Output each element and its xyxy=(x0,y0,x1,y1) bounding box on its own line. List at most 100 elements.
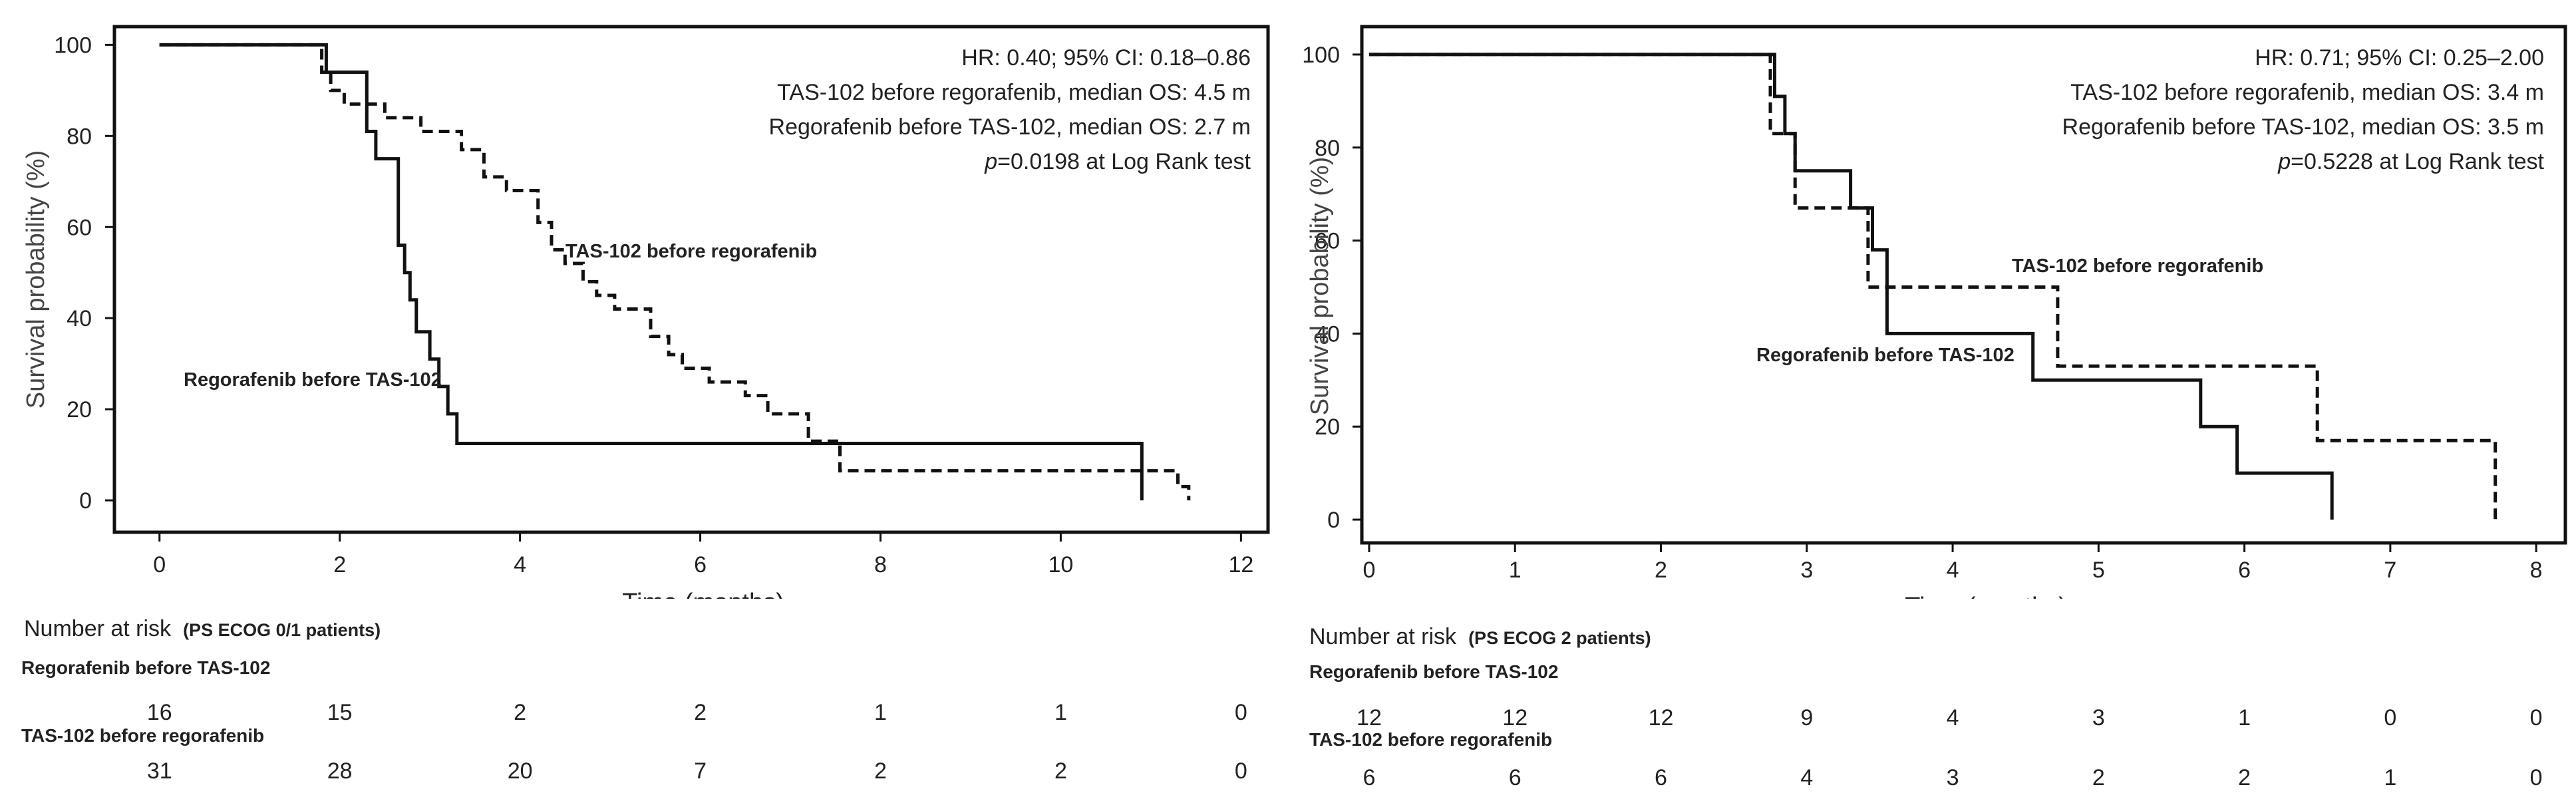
curve-label-tas-first: TAS-102 before regorafenib xyxy=(2012,255,2263,277)
curve-label-rego-first: Regorafenib before TAS-102 xyxy=(184,369,442,391)
risk-count: 7 xyxy=(694,758,707,784)
pvalue-text: =0.0198 at Log Rank test xyxy=(997,149,1251,174)
y-tick-label: 0 xyxy=(1327,508,1340,533)
risk-count: 3 xyxy=(1946,765,1959,790)
risk-count: 4 xyxy=(1800,765,1814,790)
pvalue-label: p xyxy=(984,149,997,174)
x-tick-label: 5 xyxy=(2092,558,2105,583)
x-tick-label: 1 xyxy=(1509,558,1522,583)
risk-count: 9 xyxy=(1800,705,1814,730)
hr-annotation: HR: 0.40; 95% CI: 0.18–0.86 xyxy=(961,45,1251,71)
y-tick-label: 20 xyxy=(67,397,92,422)
y-tick-label: 80 xyxy=(67,124,92,149)
risk-count: 1 xyxy=(2384,765,2397,790)
median-os-tas-annotation: TAS-102 before regorafenib, median OS: 3… xyxy=(2070,80,2544,105)
curve-regorafenib-before-tas xyxy=(159,43,1144,501)
curve-label-rego-first: Regorafenib before TAS-102 xyxy=(1756,345,2014,366)
risk-row-label-tas: TAS-102 before regorafenib xyxy=(21,725,265,746)
survival-curves xyxy=(159,43,1191,501)
risk-count: 0 xyxy=(1234,758,1247,784)
risk-table-title: Number at risk (PS ECOG 2 patients) xyxy=(1309,624,1651,650)
hr-annotation: HR: 0.71; 95% CI: 0.25–2.00 xyxy=(2255,45,2544,71)
risk-count: 2 xyxy=(2238,765,2251,790)
plot-frame xyxy=(1360,25,2567,545)
pvalue-annotation: p=0.0198 at Log Rank test xyxy=(984,149,1251,174)
y-tick-label: 20 xyxy=(1315,414,1340,440)
risk-count: 1 xyxy=(2238,705,2251,730)
risk-count: 12 xyxy=(1648,705,1674,730)
y-axis-label: Survival probability (%) xyxy=(1306,157,1334,416)
x-tick-label: 2 xyxy=(333,552,346,577)
x-axis-label: Time (months) xyxy=(1905,593,2067,599)
risk-count: 2 xyxy=(874,758,887,784)
risk-count: 0 xyxy=(1234,700,1247,725)
risk-count: 2 xyxy=(514,700,527,725)
pvalue-annotation: p=0.5228 at Log Rank test xyxy=(2277,149,2544,174)
risk-count: 6 xyxy=(1655,765,1667,790)
risk-count: 12 xyxy=(1502,705,1528,730)
risk-count: 1 xyxy=(874,700,887,725)
y-tick-label: 80 xyxy=(1315,136,1340,161)
y-tick-label: 40 xyxy=(67,306,92,331)
x-tick-label: 8 xyxy=(874,552,887,577)
risk-title-text: Number at risk xyxy=(1309,624,1457,649)
x-axis-label: Time (months) xyxy=(622,589,784,599)
risk-subtitle: (PS ECOG 2 patients) xyxy=(1468,628,1651,648)
x-tick-label: 4 xyxy=(1947,558,1959,583)
risk-count: 16 xyxy=(146,700,172,725)
risk-count: 2 xyxy=(2092,765,2105,790)
y-tick-label: 100 xyxy=(1302,43,1340,68)
y-tick-label: 0 xyxy=(79,488,92,514)
risk-row-label-rego: Regorafenib before TAS-102 xyxy=(1309,661,1559,682)
risk-count: 28 xyxy=(327,758,353,784)
x-tick-label: 2 xyxy=(1655,558,1667,583)
y-tick-label: 60 xyxy=(67,215,92,240)
curve-tas-before-regorafenib xyxy=(159,43,1191,501)
axis-ticks: 0 2 4 6 8 10 12 0 20 40 60 80 100 xyxy=(54,33,1253,577)
curve-tas-before-regorafenib xyxy=(1369,53,2497,520)
y-tick-label: 40 xyxy=(1315,321,1340,347)
x-tick-label: 7 xyxy=(2384,558,2396,583)
y-axis-label: Survival probability (%) xyxy=(22,150,50,409)
risk-count: 12 xyxy=(1357,705,1382,730)
risk-count: 0 xyxy=(2529,705,2543,730)
pvalue-text: =0.5228 at Log Rank test xyxy=(2291,149,2544,174)
y-tick-label: 100 xyxy=(54,33,92,58)
risk-count: 3 xyxy=(2092,705,2105,730)
median-os-rego-annotation: Regorafenib before TAS-102, median OS: 3… xyxy=(2062,114,2544,140)
risk-count: 31 xyxy=(146,758,172,784)
risk-count: 2 xyxy=(694,700,707,725)
risk-row-label-tas: TAS-102 before regorafenib xyxy=(1309,729,1553,750)
risk-title-text: Number at risk xyxy=(24,616,172,641)
x-tick-label: 0 xyxy=(153,552,166,577)
x-tick-label: 4 xyxy=(514,552,526,577)
x-tick-label: 0 xyxy=(1363,558,1376,583)
risk-count: 4 xyxy=(1946,705,1959,730)
risk-subtitle: (PS ECOG 0/1 patients) xyxy=(183,620,381,640)
pvalue-label: p xyxy=(2277,149,2291,174)
x-tick-label: 3 xyxy=(1800,558,1813,583)
x-tick-label: 8 xyxy=(2530,558,2543,583)
x-tick-label: 6 xyxy=(694,552,707,577)
risk-count: 0 xyxy=(2384,705,2397,730)
risk-table-title: Number at risk (PS ECOG 0/1 patients) xyxy=(24,616,381,642)
median-os-tas-annotation: TAS-102 before regorafenib, median OS: 4… xyxy=(777,80,1251,105)
risk-row-label-rego: Regorafenib before TAS-102 xyxy=(21,657,271,678)
x-tick-label: 10 xyxy=(1048,552,1074,577)
median-os-rego-annotation: Regorafenib before TAS-102, median OS: 2… xyxy=(769,114,1251,140)
risk-count: 6 xyxy=(1363,765,1376,790)
curve-regorafenib-before-tas xyxy=(1369,53,2334,520)
risk-count: 1 xyxy=(1054,700,1067,725)
risk-count: 2 xyxy=(1054,758,1067,784)
risk-count: 15 xyxy=(327,700,353,725)
y-tick-label: 60 xyxy=(1315,229,1340,254)
curve-label-tas-first: TAS-102 before regorafenib xyxy=(565,241,817,262)
survival-curves xyxy=(1369,53,2497,520)
risk-count: 20 xyxy=(507,758,533,784)
x-tick-label: 6 xyxy=(2238,558,2251,583)
risk-count: 6 xyxy=(1508,765,1522,790)
